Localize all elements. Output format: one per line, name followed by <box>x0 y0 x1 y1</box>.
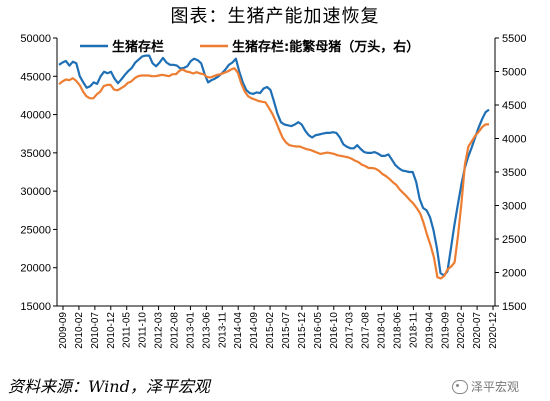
x-tick-label: 2018-06 <box>392 312 403 349</box>
legend: 生猪存栏 生猪存栏:能繁母猪（万头，右） <box>80 39 419 55</box>
x-tick-label: 2010-12 <box>106 312 117 349</box>
x-tick-label: 2010-07 <box>90 312 101 349</box>
x-tick-label: 2011-10 <box>138 312 149 348</box>
x-tick-label: 2012-03 <box>154 312 165 349</box>
right-tick-label: 4500 <box>502 100 526 112</box>
x-tick-label: 2015-07 <box>281 312 292 349</box>
watermark: 泽平宏观 <box>452 378 519 395</box>
left-tick-label: 15000 <box>20 301 51 313</box>
left-tick-label: 40000 <box>20 110 51 122</box>
legend-label: 生猪存栏:能繁母猪（万头，右） <box>232 39 419 55</box>
x-tick-label: 2013-01 <box>185 312 196 349</box>
x-tick-label: 2014-04 <box>233 312 244 349</box>
x-tick-label: 2020-02 <box>456 312 467 349</box>
x-tick-label: 2020-12 <box>488 312 499 349</box>
left-tick-label: 50000 <box>20 33 51 45</box>
x-tick-label: 2015-12 <box>297 312 308 349</box>
left-tick-label: 20000 <box>20 263 51 275</box>
left-tick-label: 25000 <box>20 224 51 236</box>
left-tick-label: 30000 <box>20 186 51 198</box>
right-tick-label: 5000 <box>502 67 526 79</box>
x-tick-label: 2013-06 <box>201 312 212 349</box>
series-line-sow-stock <box>58 67 489 280</box>
x-tick-label: 2020-07 <box>472 312 483 349</box>
series-lines <box>58 54 490 280</box>
left-tick-label: 45000 <box>20 71 51 83</box>
legend-label: 生猪存栏 <box>112 39 164 55</box>
right-tick-label: 2500 <box>502 234 526 246</box>
right-tick-label: 5500 <box>502 33 526 45</box>
x-tick-label: 2018-11 <box>408 312 419 348</box>
x-tick-label: 2017-08 <box>361 312 372 349</box>
left-tick-label: 35000 <box>20 148 51 160</box>
right-tick-label: 1500 <box>502 301 526 313</box>
x-tick-label: 2011-05 <box>122 312 133 348</box>
right-tick-label: 4000 <box>502 134 526 146</box>
x-tick-label: 2009-09 <box>58 312 69 349</box>
x-tick-label: 2013-11 <box>217 312 228 348</box>
x-tick-label: 2014-09 <box>249 312 260 349</box>
x-tick-label: 2016-05 <box>313 312 324 349</box>
x-tick-label: 2019-09 <box>440 312 451 349</box>
x-tick-label: 2016-10 <box>329 312 340 349</box>
watermark-label: 泽平宏观 <box>471 380 520 394</box>
wechat-icon <box>452 379 468 394</box>
chart-title: 图表：生猪产能加速恢复 <box>170 6 380 27</box>
source-note: 资料来源：Wind，泽平宏观 <box>8 377 210 396</box>
x-tick-label: 2015-02 <box>265 312 276 349</box>
x-tick-label: 2010-02 <box>74 312 85 349</box>
series-line-pig-stock <box>58 54 490 277</box>
axes: 15000 20000 25000 30000 35000 40000 45000 50000… <box>20 33 526 349</box>
x-tick-label: 2012-08 <box>169 312 180 349</box>
right-tick-label: 3500 <box>502 167 526 179</box>
right-tick-label: 2000 <box>502 268 526 280</box>
x-tick-label: 2019-04 <box>424 312 435 349</box>
x-tick-label: 2017-03 <box>345 312 356 349</box>
right-tick-label: 3000 <box>502 201 526 213</box>
x-tick-label: 2018-01 <box>377 312 388 349</box>
